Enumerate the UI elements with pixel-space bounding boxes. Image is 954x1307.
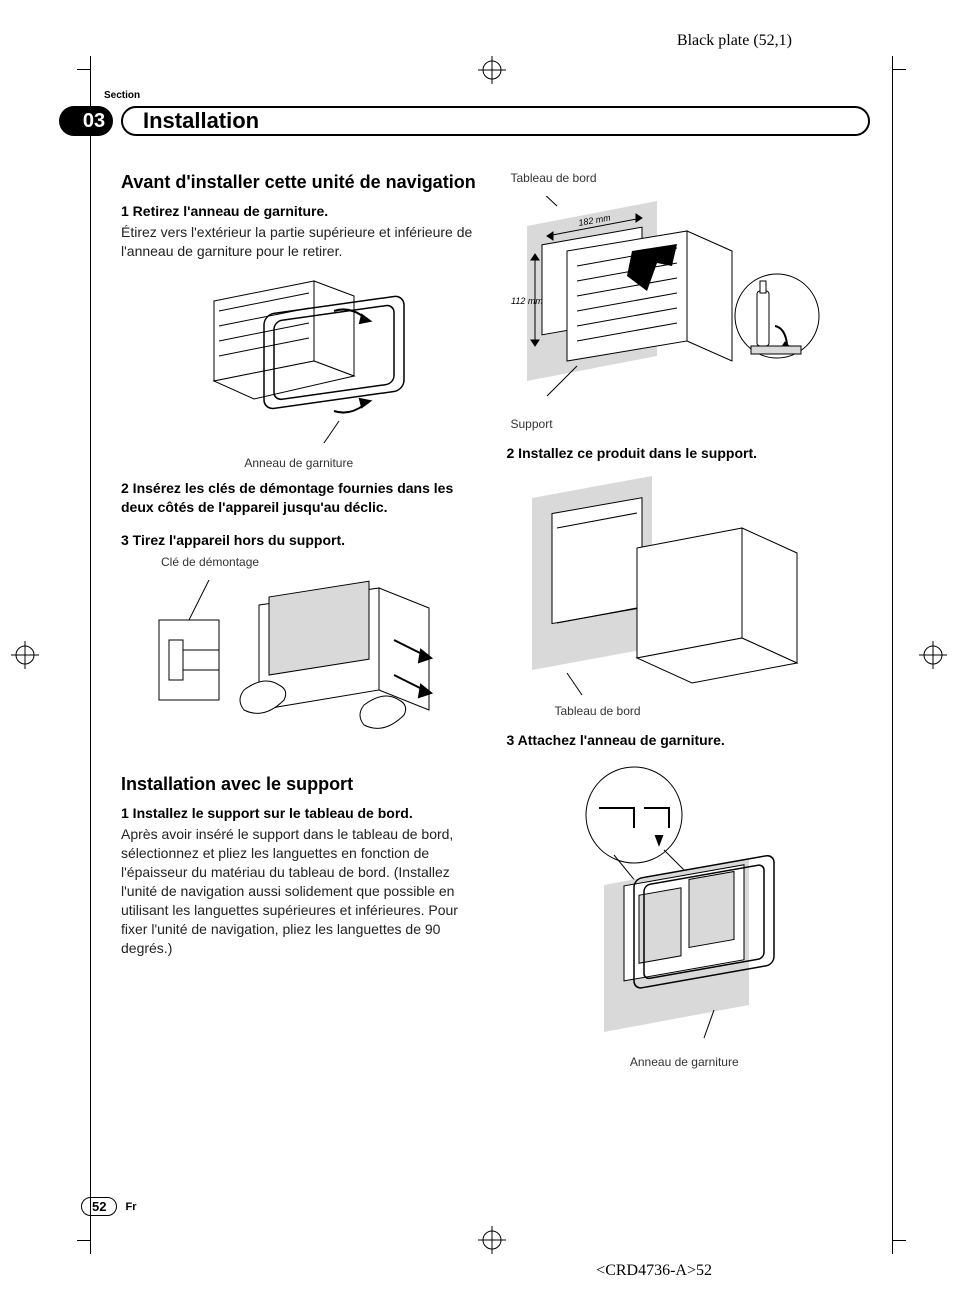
chapter-header: 03 Installation bbox=[91, 106, 870, 136]
figure-holder-dashboard: 182 mm 112 mm bbox=[507, 196, 863, 432]
dim-height-text: 112 mm bbox=[511, 296, 543, 306]
footer: 52 Fr bbox=[81, 1197, 136, 1216]
right-column: Tableau de bord 182 mm bbox=[507, 170, 863, 1180]
figure-attach-trim: Anneau de garniture bbox=[507, 760, 863, 1070]
holder-step-1-head: 1 Installez le support sur le tableau de… bbox=[121, 804, 477, 823]
page-frame: Black plate (52,1) Section 03 Installati… bbox=[90, 70, 893, 1240]
crop-mark bbox=[77, 56, 91, 70]
crop-mark bbox=[892, 1240, 906, 1254]
page-number-badge: 52 bbox=[81, 1197, 117, 1216]
crop-mark bbox=[77, 1240, 91, 1254]
chapter-number-badge: 03 bbox=[59, 106, 113, 136]
chapter-title: Installation bbox=[121, 106, 870, 136]
figure-trim-ring: Anneau de garniture bbox=[121, 271, 477, 471]
registration-mark-icon bbox=[478, 56, 506, 84]
step-2-head: 2 Insérez les clés de démontage fournies… bbox=[121, 479, 477, 517]
figure-trim-ring-caption: Anneau de garniture bbox=[244, 455, 353, 471]
figure-extraction-keys bbox=[121, 580, 477, 750]
fig5-caption: Anneau de garniture bbox=[630, 1054, 739, 1070]
step-3-head: 3 Tirez l'appareil hors du support. bbox=[121, 531, 477, 550]
figure-extraction-caption: Clé de démontage bbox=[161, 554, 477, 570]
registration-mark-icon bbox=[11, 641, 39, 669]
left-column: Avant d'installer cette unité de navigat… bbox=[121, 170, 477, 1180]
figure-product-into-holder: Tableau de bord bbox=[527, 473, 863, 719]
plate-label: Black plate (52,1) bbox=[677, 32, 792, 50]
step-1-head: 1 Retirez l'anneau de garniture. bbox=[121, 202, 477, 221]
fig3-label-support: Support bbox=[511, 416, 553, 432]
right-step-3-head: 3 Attachez l'anneau de garniture. bbox=[507, 731, 863, 750]
language-code: Fr bbox=[125, 1201, 136, 1213]
section-label: Section bbox=[104, 90, 140, 101]
fig3-label-dashboard: Tableau de bord bbox=[511, 170, 863, 186]
document-code: <CRD4736-A>52 bbox=[596, 1262, 712, 1280]
crop-mark bbox=[892, 56, 906, 70]
fig4-caption: Tableau de bord bbox=[555, 703, 641, 719]
heading-with-holder: Installation avec le support bbox=[121, 772, 477, 796]
content-area: Avant d'installer cette unité de navigat… bbox=[121, 170, 862, 1180]
right-step-2-head: 2 Installez ce produit dans le support. bbox=[507, 444, 863, 463]
holder-step-1-body: Après avoir inséré le support dans le ta… bbox=[121, 825, 477, 957]
registration-mark-icon bbox=[478, 1226, 506, 1254]
step-1-body: Étirez vers l'extérieur la partie supéri… bbox=[121, 223, 477, 261]
registration-mark-icon bbox=[919, 641, 947, 669]
heading-before-install: Avant d'installer cette unité de navigat… bbox=[121, 170, 477, 194]
